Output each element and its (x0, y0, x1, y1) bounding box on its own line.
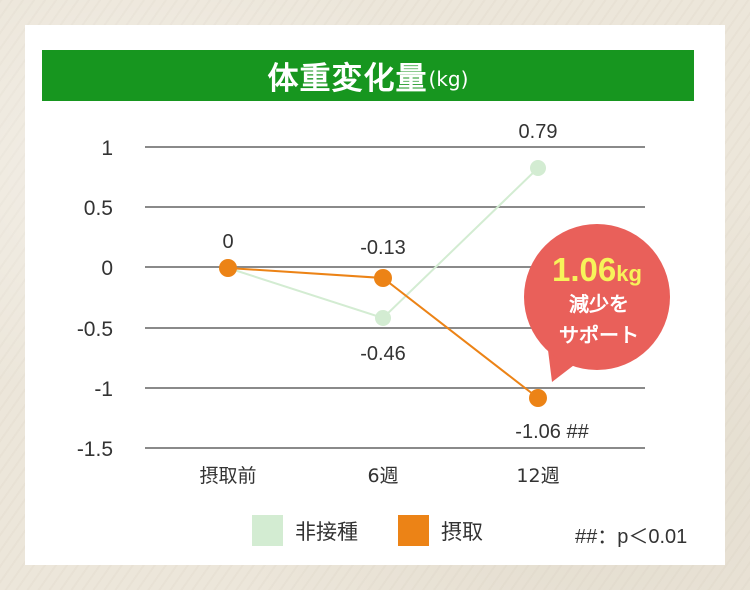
data-point (529, 389, 547, 407)
data-point (530, 160, 546, 176)
legend-item-intake: 摂取 (398, 515, 483, 546)
legend-swatch (252, 515, 283, 546)
x-tick: 12週 (516, 465, 559, 487)
callout-line2: サポート (559, 323, 639, 347)
y-tick: 0.5 (84, 197, 113, 220)
data-labels: 0 -0.13 -0.46 0.79 -1.06 ## (222, 121, 589, 443)
y-tick: 1 (101, 137, 113, 160)
legend-item-control: 非接種 (252, 515, 358, 546)
data-point (219, 259, 237, 277)
data-point (374, 269, 392, 287)
x-tick: 摂取前 (199, 465, 256, 487)
y-tick: 0 (101, 257, 113, 280)
callout-line1: 減少を (569, 292, 629, 316)
callout-bubble: 1.06kg 減少を サポート (524, 224, 670, 382)
x-tick: 6週 (367, 465, 398, 487)
legend-label: 摂取 (441, 519, 483, 544)
y-tick: -1.5 (77, 438, 113, 461)
chart-title: 体重変化量 (267, 61, 428, 97)
data-label: -1.06 ## (515, 421, 589, 443)
significance-note: ##：p＜0.01 (575, 526, 688, 548)
x-axis: 摂取前 6週 12週 (199, 465, 559, 487)
legend-label: 非接種 (295, 519, 358, 544)
data-label: 0.79 (519, 121, 558, 143)
callout-value: 1.06kg (552, 251, 642, 288)
legend: 非接種 摂取 (252, 515, 523, 546)
y-tick: -0.5 (77, 318, 113, 341)
y-axis: 1 0.5 0 -0.5 -1 -1.5 (77, 137, 113, 461)
data-label: 0 (222, 231, 233, 253)
legend-swatch (398, 515, 429, 546)
data-label: -0.46 (360, 343, 406, 365)
y-tick: -1 (94, 378, 113, 401)
data-point (375, 310, 391, 326)
series-intake (219, 259, 547, 407)
chart-title-bar: 体重変化量 (kg) (42, 50, 694, 101)
chart-title-unit: (kg) (428, 66, 469, 91)
data-label: -0.13 (360, 237, 406, 259)
